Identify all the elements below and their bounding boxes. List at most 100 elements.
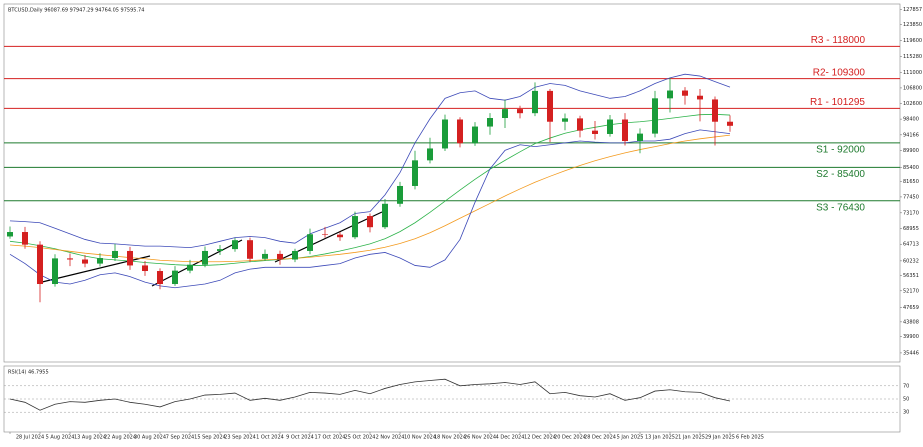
- candle-body: [607, 119, 613, 134]
- chart-title: BTCUSD,Daily 96087.69 97947.29 94764.05 …: [8, 8, 144, 14]
- level-label lvl: R1 - 101295: [810, 97, 865, 108]
- trend-line: [274, 211, 383, 263]
- y-tick-label: 39900: [903, 334, 919, 340]
- candle-body: [667, 90, 673, 99]
- x-tick-label: 26 Nov 2024: [464, 435, 496, 441]
- x-tick-label: 28 Jul 2024: [16, 435, 44, 441]
- candle-body: [262, 253, 268, 259]
- x-tick-label: 18 Nov 2024: [434, 435, 466, 441]
- candle-body: [172, 270, 178, 285]
- y-tick-label: 35446: [903, 350, 919, 356]
- level-label lvl: S2 - 85400: [816, 169, 865, 180]
- candle-body: [487, 118, 493, 127]
- y-tick-label: 77450: [903, 194, 919, 200]
- candle-body: [532, 90, 538, 114]
- y-tick-label: 106800: [903, 85, 922, 91]
- candle-body: [277, 253, 283, 260]
- x-tick-label: 10 Nov 2024: [404, 435, 436, 441]
- candle-body: [547, 90, 553, 122]
- level-label lvl: S1 - 92000: [816, 145, 865, 156]
- y-tick-label: 119600: [903, 38, 922, 44]
- candle-body: [502, 109, 508, 119]
- x-tick-label: 15 Sep 2024: [194, 435, 226, 441]
- y-tick-label: 123850: [903, 22, 922, 28]
- candle-body: [157, 271, 163, 285]
- candle-body: [427, 148, 433, 161]
- candle-body: [577, 118, 583, 131]
- y-tick-label: 127857: [903, 7, 922, 13]
- candle-body: [637, 133, 643, 142]
- candle-body: [442, 119, 448, 149]
- level-label lvl: R3 - 118000: [811, 35, 866, 46]
- x-tick-label: 9 Oct 2024: [286, 435, 314, 441]
- y-tick-label: 111000: [903, 70, 922, 76]
- rsi-line: [9, 378, 731, 411]
- y-tick-label: 68955: [903, 226, 919, 232]
- y-tick-label: 81650: [903, 179, 919, 185]
- candle-body: [517, 109, 523, 114]
- candle-body: [592, 130, 598, 134]
- y-tick-label: 64713: [903, 242, 919, 248]
- x-tick-label: 7 Sep 2024: [166, 435, 195, 441]
- x-tick-label: 4 Dec 2024: [496, 435, 525, 441]
- x-tick-label: 30 Aug 2024: [134, 435, 166, 441]
- y-tick-label: 30: [903, 410, 909, 416]
- candle-body: [97, 258, 103, 264]
- candle-body: [397, 185, 403, 204]
- x-tick-label: 17 Oct 2024: [315, 435, 346, 441]
- x-tick-label: 5 Jan 2025: [617, 435, 644, 441]
- candle-body: [202, 250, 208, 265]
- candle-body: [712, 99, 718, 122]
- y-tick-label: 50: [903, 397, 909, 403]
- candle-body: [217, 249, 223, 251]
- candle-body: [322, 234, 328, 235]
- candle-body: [457, 119, 463, 144]
- y-tick-label: 47659: [903, 305, 919, 311]
- y-tick-label: 60232: [903, 258, 919, 264]
- y-tick-label: 52170: [903, 288, 919, 294]
- x-tick-label: 2 Nov 2024: [376, 435, 405, 441]
- x-tick-label: 22 Aug 2024: [104, 435, 136, 441]
- x-tick-label: 12 Dec 2024: [524, 435, 556, 441]
- indicator-line: [9, 134, 731, 263]
- candle-body: [562, 118, 568, 122]
- x-tick-label: 25 Oct 2024: [345, 435, 376, 441]
- candle-body: [367, 216, 373, 228]
- x-tick-label: 21 Jan 2025: [675, 435, 705, 441]
- candle-body: [382, 203, 388, 228]
- level-label lvl: S3 - 76430: [816, 202, 865, 213]
- candle-body: [682, 90, 688, 96]
- x-tick-label: 1 Oct 2024: [256, 435, 284, 441]
- candle-body: [187, 264, 193, 271]
- x-tick-label: 29 Jan 2025: [705, 435, 735, 441]
- x-tick-label: 6 Feb 2025: [736, 435, 764, 441]
- level-label lvl: R2- 109300: [813, 67, 866, 78]
- x-tick-label: 20 Dec 2024: [554, 435, 586, 441]
- x-tick-label: 13 Jan 2025: [645, 435, 675, 441]
- candle-body: [337, 234, 343, 238]
- y-tick-label: 115280: [903, 54, 922, 60]
- y-tick-label: 56351: [903, 273, 919, 279]
- candle-body: [622, 119, 628, 142]
- y-tick-label: 89900: [903, 148, 919, 154]
- x-tick-label: 13 Aug 2024: [74, 435, 106, 441]
- candle-body: [307, 234, 313, 251]
- candle-body: [352, 216, 358, 238]
- trend-line: [151, 239, 243, 287]
- price-frame: [3, 3, 901, 363]
- y-tick-label: 85400: [903, 165, 919, 171]
- indicator-line: [9, 129, 731, 289]
- y-tick-label: 102600: [903, 101, 922, 107]
- x-tick-label: 28 Dec 2024: [584, 435, 616, 441]
- candle-body: [82, 259, 88, 264]
- candle-body: [727, 121, 733, 126]
- candle-body: [67, 258, 73, 260]
- candle-body: [37, 244, 43, 285]
- y-tick-label: 73170: [903, 210, 919, 216]
- x-tick-label: 23 Sep 2024: [224, 435, 256, 441]
- y-tick-label: 70: [903, 383, 909, 389]
- candle-body: [22, 232, 28, 245]
- indicator-line: [9, 73, 731, 249]
- candle-body: [292, 250, 298, 260]
